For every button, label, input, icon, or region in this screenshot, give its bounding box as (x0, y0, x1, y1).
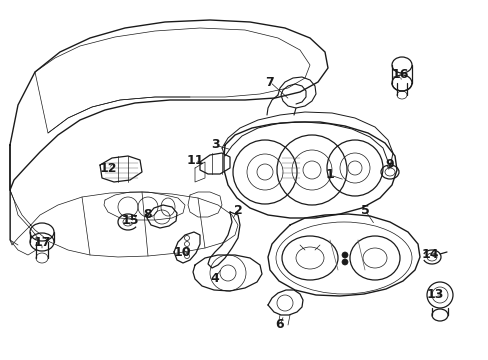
Text: 11: 11 (186, 153, 203, 166)
Text: 5: 5 (360, 203, 368, 216)
Text: 8: 8 (143, 208, 152, 221)
Text: 17: 17 (33, 237, 51, 249)
Circle shape (341, 252, 347, 258)
Text: 7: 7 (265, 76, 274, 89)
Text: 14: 14 (420, 248, 438, 261)
Text: 4: 4 (210, 271, 219, 284)
Text: 6: 6 (275, 319, 284, 332)
Text: 15: 15 (121, 213, 139, 226)
Text: 16: 16 (390, 68, 408, 81)
Text: 13: 13 (426, 288, 443, 302)
Text: 1: 1 (325, 168, 334, 181)
Text: 9: 9 (385, 158, 393, 171)
Text: 2: 2 (233, 203, 242, 216)
Text: 3: 3 (210, 139, 219, 152)
Text: 12: 12 (99, 162, 117, 175)
Circle shape (341, 259, 347, 265)
Text: 10: 10 (173, 246, 190, 258)
